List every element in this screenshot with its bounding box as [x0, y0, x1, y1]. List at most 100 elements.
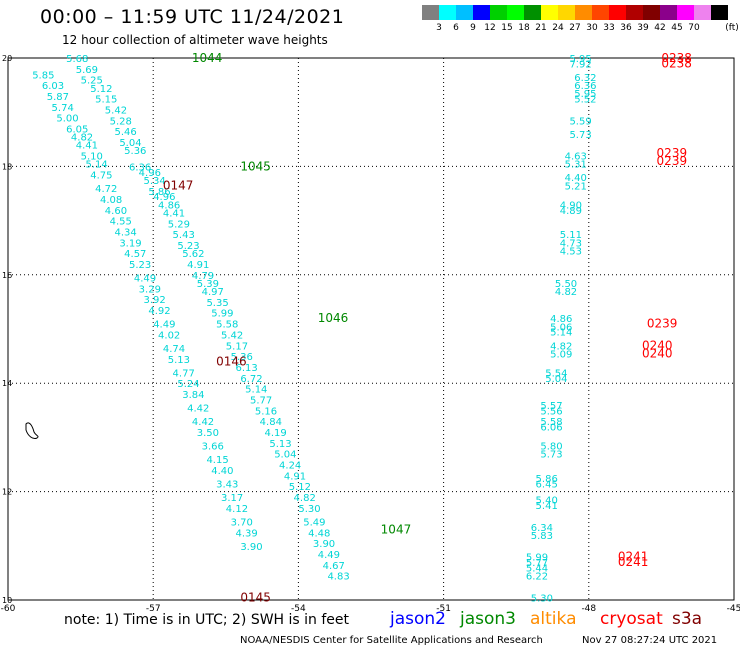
wave-height-value: 5.21 — [565, 181, 587, 192]
color-scale-tick-label: 33 — [603, 23, 615, 33]
wave-height-value: 5.68 — [66, 54, 88, 65]
wave-height-value: 3.66 — [202, 442, 224, 453]
color-scale-swatch — [456, 5, 473, 20]
wave-height-value: 5.73 — [569, 130, 591, 141]
satellite-legend-item-cryosat: cryosat — [600, 609, 663, 629]
wave-height-value: 5.15 — [95, 95, 117, 106]
wave-height-value: 4.53 — [560, 246, 582, 257]
wave-height-value: 5.41 — [536, 501, 558, 512]
color-scale-tick-label: 45 — [671, 23, 683, 33]
wave-height-value: 5.77 — [250, 395, 272, 406]
footer-note: note: 1) Time is in UTC; 2) SWH is in fe… — [64, 612, 350, 628]
wave-height-value: 5.30 — [531, 593, 553, 604]
wave-height-value: 3.50 — [197, 428, 219, 439]
wave-height-value: 4.15 — [206, 455, 228, 466]
wave-height-value: 5.52 — [574, 95, 596, 106]
wave-height-value: 5.16 — [255, 406, 277, 417]
wave-height-value: 4.40 — [565, 173, 587, 184]
x-tick-label: -60 — [1, 604, 16, 612]
wave-height-value: 4.24 — [279, 461, 301, 472]
wave-height-value: 5.95 — [574, 89, 596, 100]
pass-time-label: 0241 — [618, 555, 649, 569]
pass-time-label: 0239 — [647, 317, 678, 331]
wave-height-value: 5.34 — [144, 176, 166, 187]
x-tick-label: -57 — [146, 604, 161, 612]
wave-height-value: 5.74 — [52, 103, 74, 114]
wave-height-value: 4.19 — [265, 428, 287, 439]
wave-height-value: 4.63 — [565, 152, 587, 163]
wave-height-value: 5.14 — [245, 385, 267, 396]
wave-height-value: 4.82 — [555, 287, 577, 298]
x-tick-label: -48 — [581, 604, 596, 612]
wave-height-value: 4.12 — [226, 504, 248, 515]
y-tick-label: 16 — [2, 271, 12, 280]
wave-height-value: 4.79 — [192, 271, 214, 282]
satellite-legend-item-jason3: jason3 — [460, 609, 516, 629]
wave-height-value: 5.30 — [298, 504, 320, 515]
wave-height-value: 5.57 — [540, 401, 562, 412]
color-scale-swatch — [524, 5, 541, 20]
wave-height-value: 4.75 — [90, 171, 112, 182]
color-scale-tick-label: 36 — [620, 23, 632, 33]
wave-height-value: 5.99 — [211, 309, 233, 320]
x-tick-label: -51 — [436, 604, 451, 612]
wave-height-value: 4.48 — [308, 528, 330, 539]
wave-height-value: 5.14 — [85, 160, 107, 171]
wave-height-value: 4.96 — [153, 192, 175, 203]
wave-height-value: 6.45 — [536, 479, 558, 490]
wave-height-value: 5.86 — [536, 474, 558, 485]
wave-height-value: 5.28 — [110, 116, 132, 127]
wave-height-value: 3.92 — [144, 295, 166, 306]
wave-height-value: 5.95 — [569, 54, 591, 65]
wave-height-value: 4.77 — [173, 368, 195, 379]
wave-height-value: 4.49 — [318, 550, 340, 561]
satellite-legend-item-s3a: s3a — [672, 609, 703, 629]
wave-height-value: 5.36 — [231, 352, 253, 363]
wave-height-value: 5.73 — [540, 450, 562, 461]
pass-time-label: 0239 — [657, 154, 688, 168]
wave-height-value: 4.86 — [550, 314, 572, 325]
color-scale-tick-label: 30 — [586, 23, 598, 33]
x-tick-label: -54 — [291, 604, 306, 612]
wave-height-value: 5.23 — [177, 241, 199, 252]
color-scale-swatch — [439, 5, 456, 20]
wave-height-value: 5.49 — [303, 517, 325, 528]
pass-time-label: 0238 — [661, 51, 692, 65]
wave-height-value: 4.86 — [158, 200, 180, 211]
wave-height-value: 5.77 — [526, 558, 548, 569]
color-scale-swatch — [507, 5, 524, 20]
wave-height-value: 5.04 — [274, 450, 296, 461]
wave-height-value: 4.41 — [163, 208, 185, 219]
wave-height-value: 4.97 — [202, 287, 224, 298]
wave-height-value: 4.82 — [294, 493, 316, 504]
wave-height-value: 4.40 — [211, 466, 233, 477]
color-scale-swatch — [711, 5, 728, 20]
wave-height-value: 5.31 — [565, 160, 587, 171]
wave-height-value: 5.69 — [76, 65, 98, 76]
wave-height-value: 6.22 — [526, 572, 548, 583]
wave-height-value: 5.12 — [289, 482, 311, 493]
wave-height-value: 3.19 — [119, 238, 141, 249]
color-scale-tick-label: 6 — [453, 23, 459, 33]
wave-height-value: 4.82 — [71, 133, 93, 144]
wave-height-value: 6.06 — [540, 423, 562, 434]
wave-height-value: 4.96 — [139, 168, 161, 179]
wave-height-value: 5.11 — [560, 230, 582, 241]
wave-height-value: 4.92 — [148, 306, 170, 317]
wave-height-value: 4.84 — [260, 417, 282, 428]
wave-height-value: 6.36 — [574, 81, 596, 92]
color-scale-tick-label: 42 — [654, 23, 666, 33]
wave-height-value: 6.72 — [240, 374, 262, 385]
wave-height-value: 5.39 — [197, 279, 219, 290]
color-scale-tick-label: 18 — [518, 23, 530, 33]
wave-height-value: 5.24 — [177, 379, 199, 390]
wave-height-value: 4.02 — [158, 330, 180, 341]
wave-height-value: 4.74 — [163, 344, 185, 355]
y-tick-label: 20 — [2, 54, 12, 63]
generated-timestamp: Nov 27 08:27:24 UTC 2021 — [582, 635, 718, 646]
wave-height-value: 5.00 — [56, 114, 78, 125]
wave-height-value: 4.42 — [192, 417, 214, 428]
island-outline — [25, 422, 39, 439]
color-scale-tick-label: 27 — [569, 23, 581, 33]
